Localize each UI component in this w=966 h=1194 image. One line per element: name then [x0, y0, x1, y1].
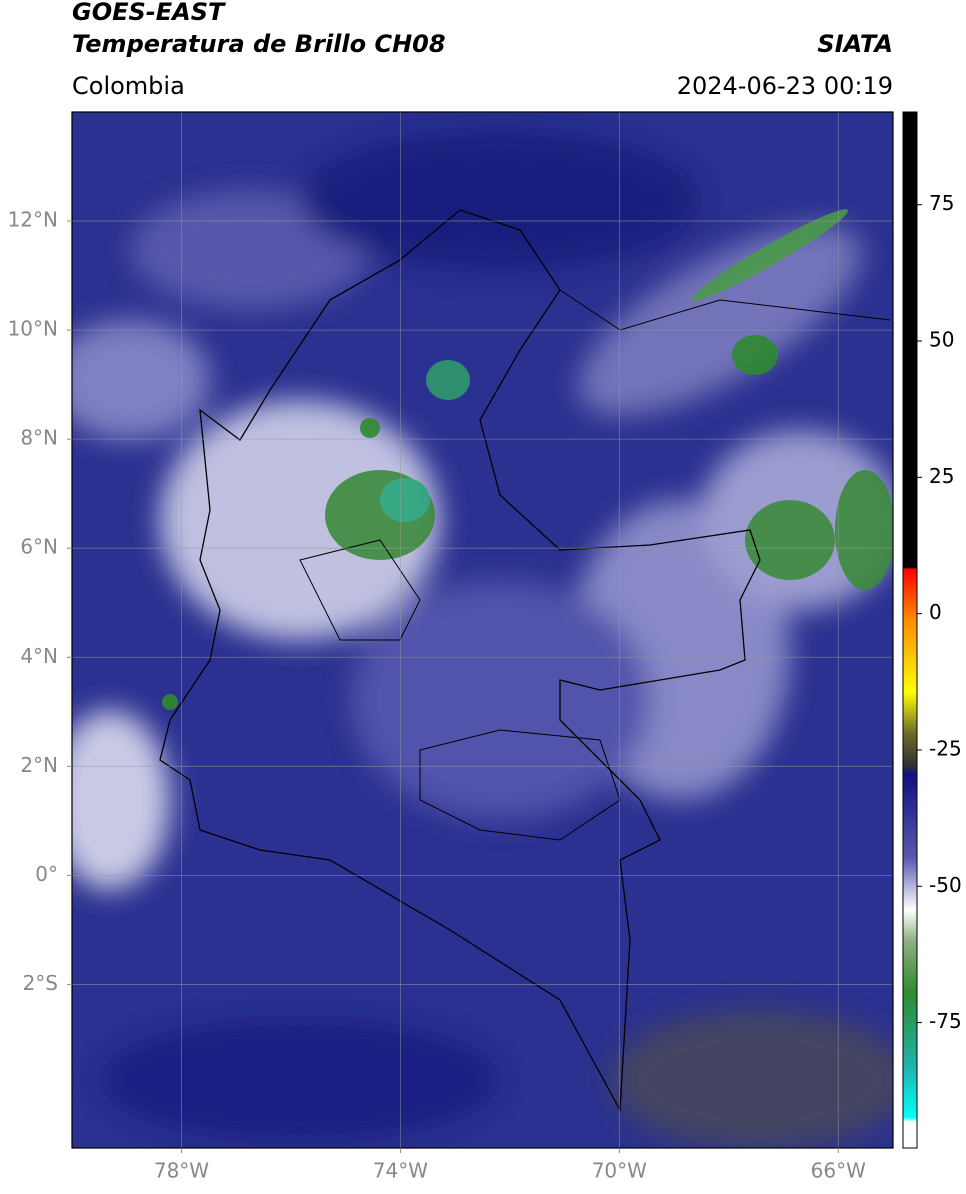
colorbar-tick-label: 25: [929, 464, 954, 488]
datetime: 2024-06-23 00:19: [677, 72, 893, 100]
x-tick-label: 66°W: [811, 1159, 866, 1183]
source: SIATA: [817, 30, 893, 58]
map-frame: [71, 111, 894, 1149]
satellite-image: [72, 112, 893, 1148]
y-tick-label: 6°N: [20, 535, 58, 559]
colorbar-tick-label: -75: [929, 1009, 962, 1033]
y-tick-label: 8°N: [20, 426, 58, 450]
x-tick-label: 74°W: [373, 1159, 428, 1183]
y-tick-label: 10°N: [8, 317, 58, 341]
y-tick-label: 2°S: [23, 971, 58, 995]
title: GOES-EAST: [72, 0, 226, 26]
colorbar-tick-label: -25: [929, 736, 962, 760]
region: Colombia: [72, 72, 185, 100]
colorbar-tick-label: 0: [929, 600, 942, 624]
x-tick-label: 70°W: [592, 1159, 647, 1183]
colorbar: [902, 111, 918, 1149]
y-tick-label: 2°N: [20, 753, 58, 777]
subtitle: Temperatura de Brillo CH08: [72, 30, 446, 58]
x-tick-label: 78°W: [154, 1159, 209, 1183]
colorbar-tick-label: 50: [929, 328, 954, 352]
y-tick-label: 12°N: [8, 208, 58, 232]
y-tick-label: 0°: [35, 862, 58, 886]
colorbar-tick-label: 75: [929, 191, 954, 215]
grid: [72, 112, 893, 1148]
y-tick-label: 4°N: [20, 644, 58, 668]
colorbar-tick-label: -50: [929, 873, 962, 897]
